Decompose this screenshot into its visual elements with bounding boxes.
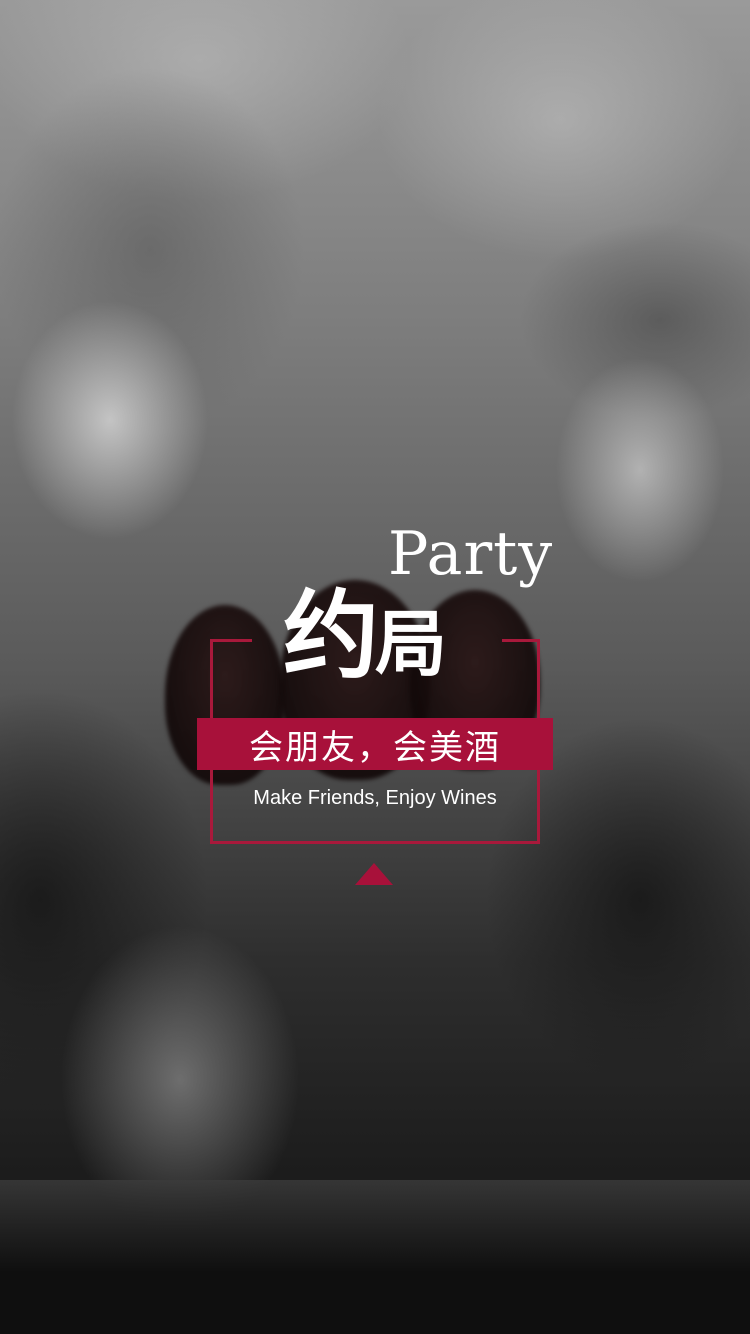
triangle-up-icon[interactable] bbox=[355, 863, 393, 885]
title-frame-top-left bbox=[210, 639, 252, 642]
tagline-cn: 会朋友，会美酒 bbox=[249, 728, 501, 767]
table-surface-image bbox=[0, 1180, 750, 1334]
title-en: Party bbox=[388, 519, 554, 589]
title-cn: 约局 bbox=[283, 588, 447, 684]
tagline-banner: 会朋友，会美酒 bbox=[197, 718, 553, 770]
title-frame-top-right bbox=[502, 639, 540, 642]
tagline-en: Make Friends, Enjoy Wines bbox=[253, 787, 497, 809]
title-cn-char-1: 约 bbox=[283, 579, 379, 692]
title-cn-char-2: 局 bbox=[375, 601, 448, 686]
